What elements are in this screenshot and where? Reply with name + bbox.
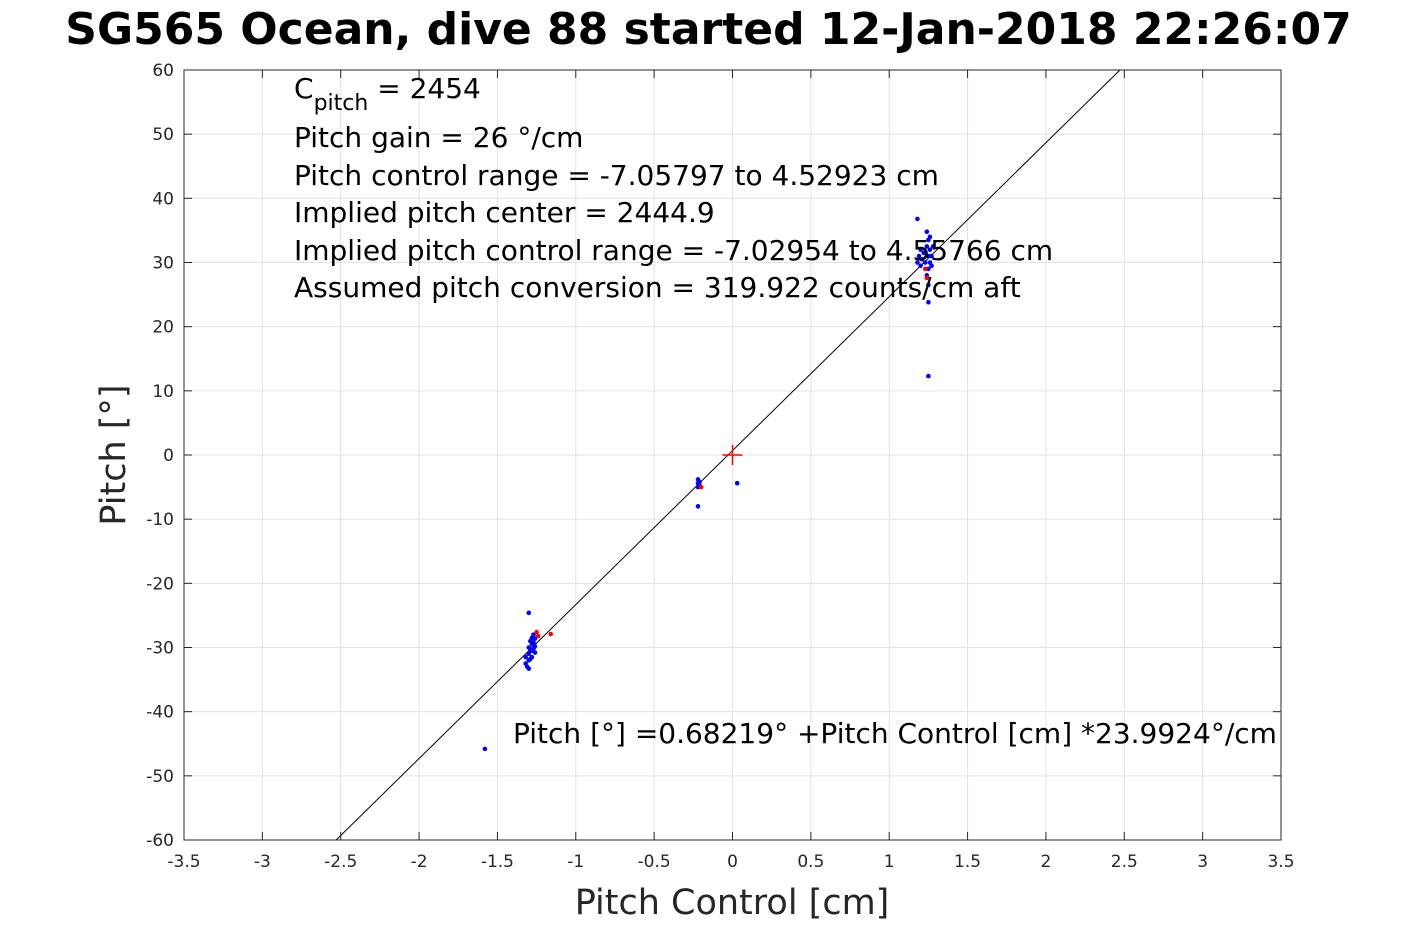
y-tick-label: 60 bbox=[152, 61, 174, 81]
y-axis-label: Pitch [°] bbox=[94, 384, 134, 525]
x-tick-label: 2 bbox=[1041, 852, 1052, 872]
data-point-blue bbox=[531, 640, 536, 645]
c-pitch-annotation: Cpitch = 2454 bbox=[294, 72, 481, 116]
x-tick-label: -2.5 bbox=[324, 852, 357, 872]
x-tick-label: -1.5 bbox=[481, 852, 514, 872]
data-point-blue bbox=[926, 282, 931, 288]
data-point-red bbox=[922, 266, 928, 272]
data-point-red bbox=[534, 629, 539, 635]
data-point-blue bbox=[924, 229, 930, 234]
data-points bbox=[482, 216, 936, 752]
data-point-red bbox=[698, 484, 704, 490]
implied-center-annotation: Implied pitch center = 2444.9 bbox=[294, 196, 715, 229]
center-marker-layer bbox=[722, 445, 743, 465]
x-tick-label: 3 bbox=[1197, 852, 1208, 872]
data-point-blue bbox=[915, 216, 920, 222]
y-tick-labels: -60 -50 -40 -30 -20 -10 0 10 20 30 40 50 60 bbox=[146, 61, 174, 851]
y-tick-label: -30 bbox=[146, 639, 174, 659]
data-point-blue bbox=[526, 610, 532, 616]
data-point-blue bbox=[926, 299, 931, 305]
data-point-red bbox=[924, 275, 930, 281]
data-point-blue bbox=[929, 263, 934, 269]
y-tick-label: 0 bbox=[163, 446, 174, 466]
x-tick-label: -0.5 bbox=[638, 852, 671, 872]
x-tick-label: 1 bbox=[884, 852, 895, 872]
data-point-blue bbox=[482, 746, 488, 752]
data-point-blue bbox=[927, 234, 933, 240]
data-point-blue bbox=[926, 373, 931, 379]
x-tick-label: 2.5 bbox=[1111, 852, 1138, 872]
data-point-blue bbox=[927, 247, 933, 252]
x-tick-label: 0 bbox=[727, 852, 738, 872]
x-tick-label: -3.5 bbox=[167, 852, 200, 872]
data-point-blue bbox=[921, 250, 926, 256]
fit-equation-annotation: Pitch [°] =0.68219° +Pitch Control [cm] … bbox=[513, 717, 1277, 750]
data-point-blue bbox=[532, 636, 538, 641]
data-point-blue bbox=[915, 260, 920, 265]
axis-ticks bbox=[183, 69, 1282, 841]
x-tick-label: -2 bbox=[411, 852, 428, 872]
pitch-gain-annotation: Pitch gain = 26 °/cm bbox=[294, 121, 583, 154]
implied-range-annotation: Implied pitch control range = -7.02954 t… bbox=[294, 234, 1053, 267]
data-point-blue bbox=[924, 244, 930, 249]
data-point-blue bbox=[697, 479, 702, 485]
x-tick-label: 1.5 bbox=[954, 852, 981, 872]
data-point-blue bbox=[919, 256, 925, 262]
x-tick-label: -3 bbox=[254, 852, 271, 872]
data-point-blue bbox=[734, 480, 740, 486]
y-tick-label: -20 bbox=[146, 574, 174, 594]
data-point-blue bbox=[922, 260, 928, 265]
control-range-annotation: Pitch control range = -7.05797 to 4.5292… bbox=[294, 159, 939, 192]
y-tick-label: 10 bbox=[152, 382, 174, 402]
data-point-blue bbox=[526, 666, 532, 671]
data-point-blue bbox=[531, 632, 536, 637]
data-point-blue bbox=[916, 253, 922, 259]
x-tick-label: 3.5 bbox=[1267, 852, 1294, 872]
x-tick-labels: -3.5 -3 -2.5 -2 -1.5 -1 -0.5 0 0.5 1 1.5 2 2.5 3 3.5 bbox=[167, 852, 1294, 872]
y-tick-label: -50 bbox=[146, 767, 174, 787]
data-point-red bbox=[548, 631, 554, 637]
y-tick-label: 30 bbox=[152, 254, 174, 274]
x-tick-label: -1 bbox=[567, 852, 584, 872]
y-tick-label: 40 bbox=[152, 189, 174, 209]
data-point-blue bbox=[918, 247, 923, 252]
data-point-blue bbox=[918, 263, 923, 269]
y-tick-label: -40 bbox=[146, 703, 174, 723]
data-point-blue bbox=[529, 654, 535, 660]
data-point-blue bbox=[523, 654, 528, 660]
x-tick-label: 0.5 bbox=[797, 852, 824, 872]
data-point-red bbox=[535, 633, 541, 639]
y-tick-label: -60 bbox=[146, 831, 174, 851]
y-tick-label: -10 bbox=[146, 510, 174, 530]
conversion-annotation: Assumed pitch conversion = 319.922 count… bbox=[294, 271, 1021, 304]
chart-title: SG565 Ocean, dive 88 started 12-Jan-2018… bbox=[65, 4, 1352, 55]
y-tick-label: 50 bbox=[152, 125, 174, 145]
data-point-blue bbox=[532, 650, 538, 655]
data-point-blue bbox=[695, 504, 701, 509]
data-point-blue bbox=[929, 253, 934, 259]
data-point-blue bbox=[532, 643, 538, 649]
data-point-blue bbox=[930, 244, 936, 249]
y-tick-label: 20 bbox=[152, 318, 174, 338]
x-axis-label: Pitch Control [cm] bbox=[575, 883, 890, 923]
